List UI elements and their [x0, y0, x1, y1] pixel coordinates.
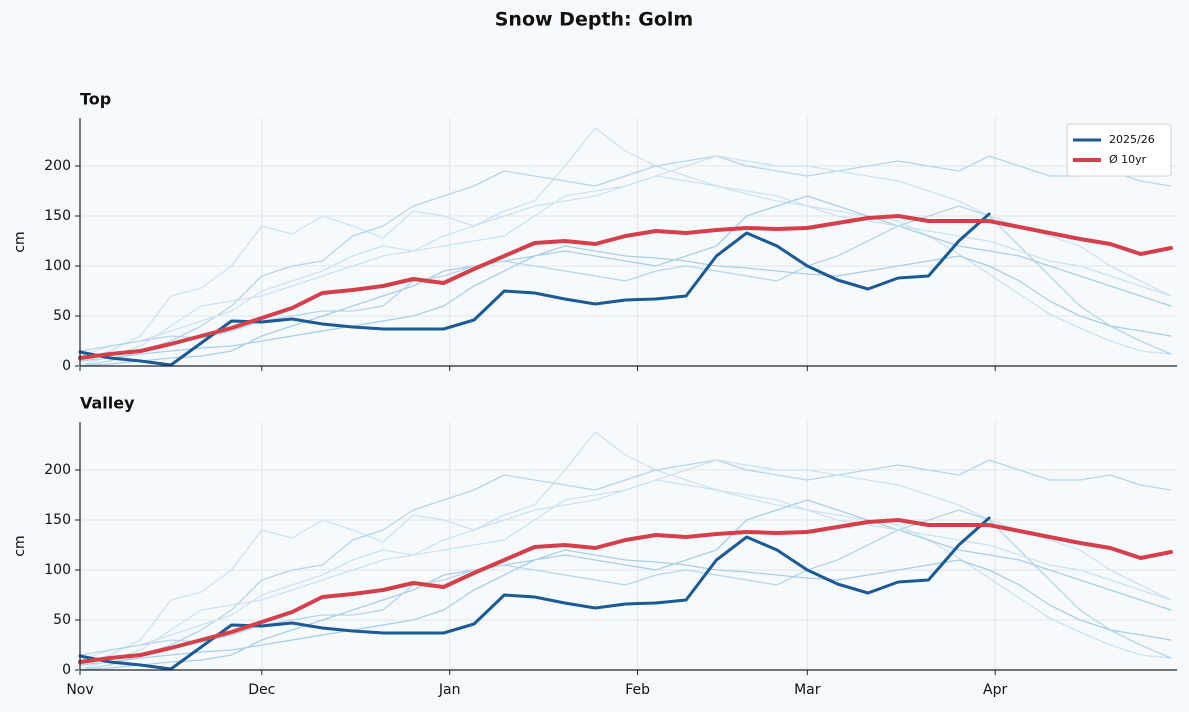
history-line: [79, 509, 1172, 659]
y-tick-label: 100: [44, 562, 71, 578]
history-line: [79, 155, 1172, 367]
history-line: [79, 479, 1172, 671]
history-line: [79, 205, 1172, 355]
history-line: [78, 518, 1173, 664]
history-line: [79, 499, 1172, 671]
legend-label: 2025/26: [1109, 133, 1155, 146]
history-line: [78, 516, 991, 671]
x-tick-label: Apr: [983, 682, 1007, 698]
history-line: [79, 431, 1172, 666]
x-tick-label: Nov: [66, 682, 93, 698]
y-tick-label: 200: [44, 462, 71, 478]
y-tick-label: 50: [53, 612, 71, 628]
history-line: [79, 459, 1172, 671]
y-tick-label: 100: [44, 258, 71, 274]
figure-title: Snow Depth: Golm: [495, 9, 693, 31]
history-line: [79, 175, 1172, 367]
history-line: [79, 549, 1172, 666]
y-tick-label: 0: [62, 662, 71, 678]
history-line: [79, 245, 1172, 362]
y-tick-label: 0: [62, 358, 71, 374]
y-tick-label: 150: [44, 208, 71, 224]
y-tick-label: 50: [53, 308, 71, 324]
legend: 2025/26 Ø 10yr: [1066, 123, 1172, 177]
x-tick-label: Dec: [248, 682, 275, 698]
x-tick-label: Mar: [794, 682, 821, 698]
history-line: [79, 195, 1172, 367]
legend-box: [1066, 123, 1172, 177]
series-line: [78, 212, 991, 367]
y-tick-label: 200: [44, 158, 71, 174]
chart-title: Valley: [80, 394, 135, 413]
history-line: [79, 127, 1172, 362]
y-axis-label: cm: [12, 231, 28, 252]
legend-label: Ø 10yr: [1109, 153, 1147, 166]
y-axis-label: cm: [12, 535, 28, 556]
x-tick-label: Feb: [625, 682, 650, 698]
series-line: [78, 214, 1173, 360]
y-tick-label: 150: [44, 512, 71, 528]
chart-title: Top: [80, 90, 111, 109]
x-tick-label: Jan: [438, 682, 461, 698]
